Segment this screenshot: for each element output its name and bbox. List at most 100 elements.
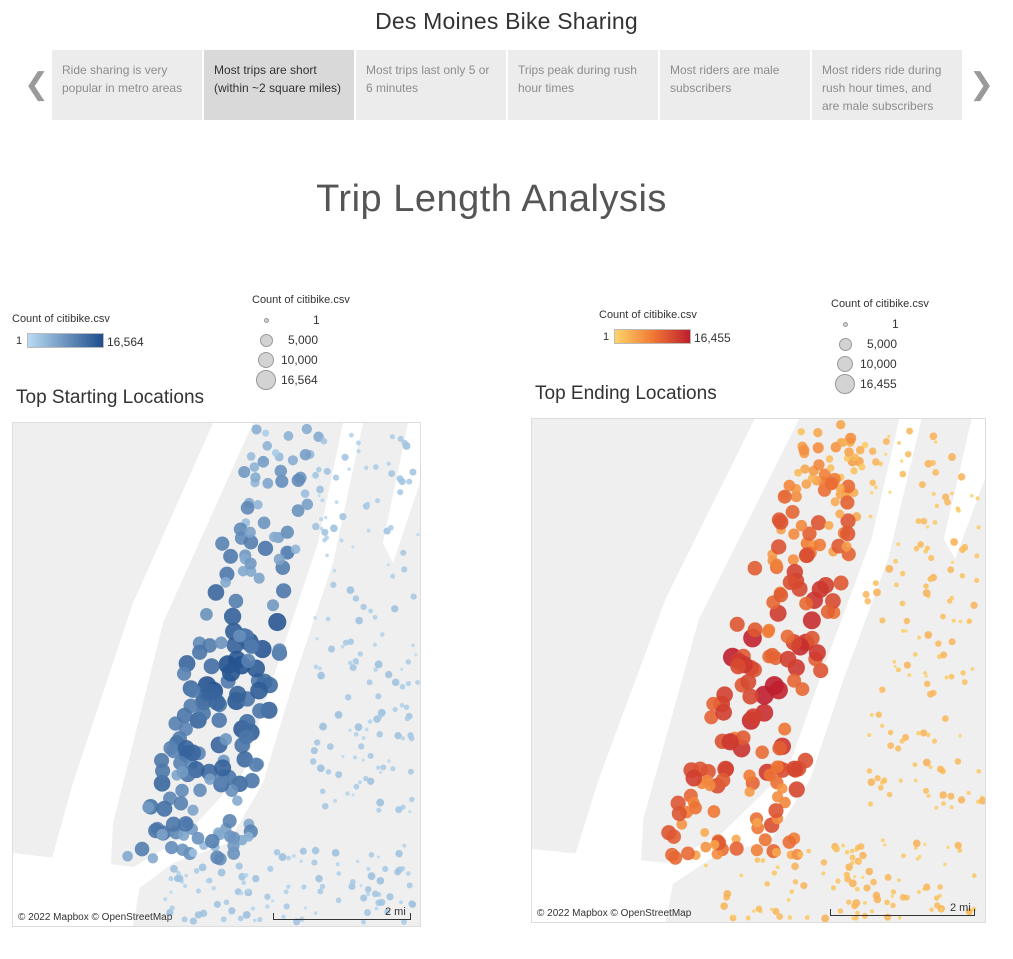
station-dot — [932, 469, 939, 476]
start-map-canvas[interactable] — [13, 423, 420, 926]
station-dot — [966, 790, 971, 796]
station-dot — [782, 835, 796, 849]
station-dot — [863, 884, 871, 892]
station-dot — [348, 883, 356, 891]
station-dot — [300, 489, 310, 498]
station-dot — [319, 526, 324, 531]
station-dot — [865, 867, 874, 876]
station-dot — [881, 777, 888, 784]
station-dot — [238, 465, 251, 479]
station-dot — [360, 603, 367, 611]
station-dot — [333, 798, 338, 803]
station-dot — [325, 553, 329, 558]
station-dot — [185, 683, 201, 699]
station-dot — [751, 909, 756, 913]
story-point-1[interactable]: Ride sharing is very popular in metro ar… — [52, 50, 202, 120]
station-dot — [966, 618, 973, 624]
station-dot — [833, 846, 839, 851]
station-dot — [957, 473, 966, 481]
start-locations-map[interactable]: © 2022 Mapbox © OpenStreetMap 2 mi — [12, 422, 421, 927]
station-dot — [286, 855, 292, 861]
story-point-2[interactable]: Most trips are short (within ~2 square m… — [204, 50, 354, 120]
station-dot — [404, 715, 411, 722]
station-dot — [405, 659, 412, 665]
station-dot — [359, 884, 363, 888]
station-dot — [903, 661, 911, 669]
story-point-6[interactable]: Most riders ride during rush hour times,… — [812, 50, 962, 120]
station-dot — [850, 467, 858, 475]
station-dot — [315, 466, 322, 473]
station-dot — [775, 865, 780, 870]
story-point-5[interactable]: Most riders are male subscribers — [660, 50, 810, 120]
station-dot — [313, 664, 319, 670]
station-dot — [875, 711, 882, 718]
station-dot — [747, 560, 763, 576]
station-dot — [361, 919, 366, 925]
station-dot — [797, 428, 805, 436]
station-dot — [922, 758, 931, 767]
station-dot — [312, 522, 320, 531]
station-dot — [776, 913, 784, 920]
station-dot — [800, 882, 808, 890]
station-dot — [387, 524, 394, 531]
station-dot — [913, 778, 918, 783]
station-dot — [243, 639, 259, 654]
next-story-point-icon[interactable]: ❯ — [969, 68, 995, 101]
end-color-ramp — [614, 329, 691, 344]
station-dot — [386, 893, 394, 901]
station-dot — [239, 714, 256, 731]
station-dot — [408, 810, 412, 814]
station-dot — [324, 535, 330, 541]
station-dot — [278, 853, 287, 861]
story-point-3[interactable]: Most trips last only 5 or 6 minutes — [356, 50, 506, 120]
station-dot — [810, 515, 827, 531]
station-dot — [917, 635, 922, 640]
station-dot — [802, 526, 817, 541]
station-dot — [897, 440, 902, 445]
station-dot — [233, 522, 248, 536]
station-dot — [833, 575, 849, 591]
station-dot — [257, 916, 263, 923]
station-dot — [323, 467, 331, 475]
station-dot — [786, 760, 803, 777]
station-dot — [201, 683, 219, 701]
station-dot — [317, 494, 321, 498]
station-dot — [820, 859, 828, 866]
station-dot — [790, 490, 802, 503]
station-dot — [835, 483, 845, 493]
station-dot — [332, 474, 340, 481]
station-dot — [772, 791, 784, 803]
previous-story-point-icon[interactable]: ❮ — [24, 68, 50, 101]
station-dot — [754, 685, 774, 705]
station-dot — [153, 774, 171, 792]
station-dot — [274, 464, 288, 478]
hudson-river — [554, 419, 800, 922]
station-dot — [704, 710, 719, 725]
end-locations-map[interactable]: © 2022 Mapbox © OpenStreetMap 2 mi — [531, 418, 986, 923]
station-dot — [888, 490, 892, 494]
station-dot — [380, 764, 387, 771]
station-dot — [950, 538, 959, 546]
station-dot — [319, 517, 324, 522]
station-dot — [415, 680, 420, 685]
station-dot — [966, 909, 973, 916]
station-dot — [954, 758, 962, 765]
station-dot — [365, 501, 371, 507]
station-dot — [188, 848, 198, 857]
station-dot — [400, 549, 407, 556]
station-dot — [849, 854, 856, 861]
map-scale-bar — [830, 909, 975, 916]
station-dot — [372, 614, 378, 620]
station-dot — [398, 478, 406, 486]
station-dot — [893, 582, 899, 588]
station-dot — [283, 431, 294, 441]
station-dot — [376, 714, 383, 720]
station-dot — [363, 465, 369, 470]
start-map-title: Top Starting Locations — [16, 387, 205, 408]
end-map-canvas[interactable] — [532, 419, 985, 922]
station-dot — [840, 526, 856, 542]
story-point-4[interactable]: Trips peak during rush hour times — [508, 50, 658, 120]
station-dot — [853, 874, 857, 879]
station-dot — [729, 616, 745, 632]
station-dot — [943, 862, 947, 867]
